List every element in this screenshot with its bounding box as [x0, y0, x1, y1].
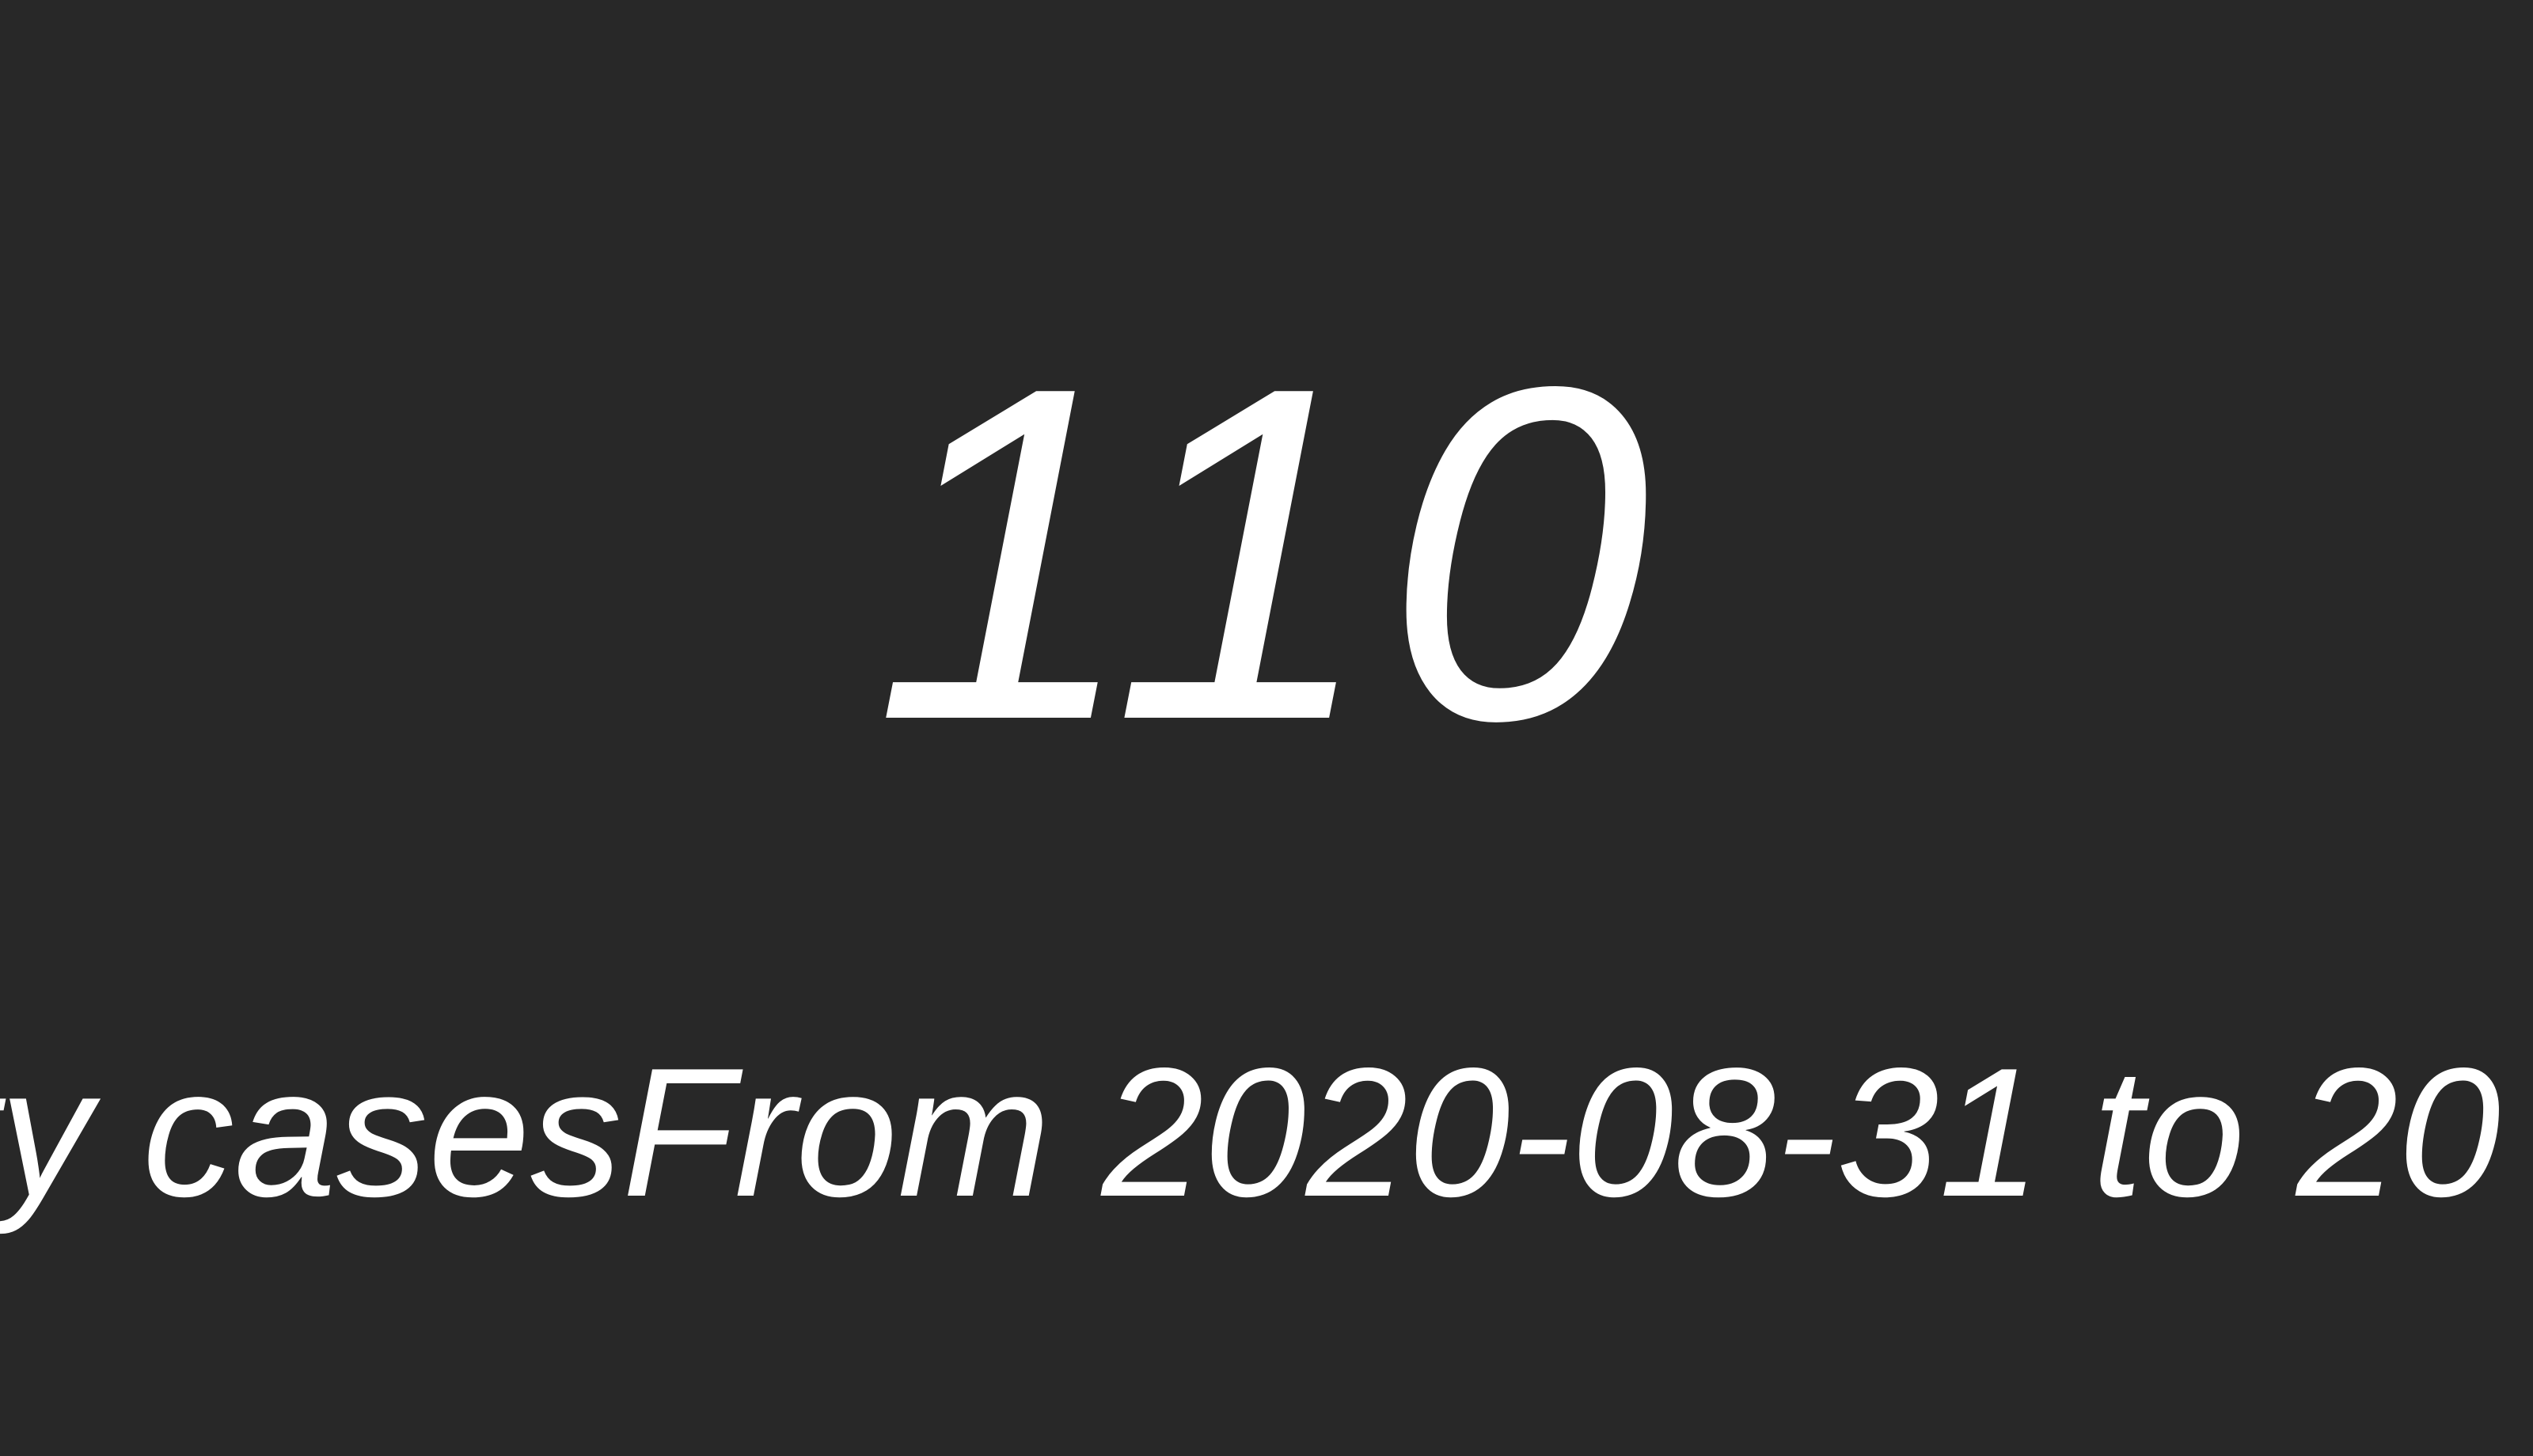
- stat-caption: ty casesFrom 2020-08-31 to 20: [0, 1030, 2501, 1235]
- stat-value: 110: [873, 289, 1660, 819]
